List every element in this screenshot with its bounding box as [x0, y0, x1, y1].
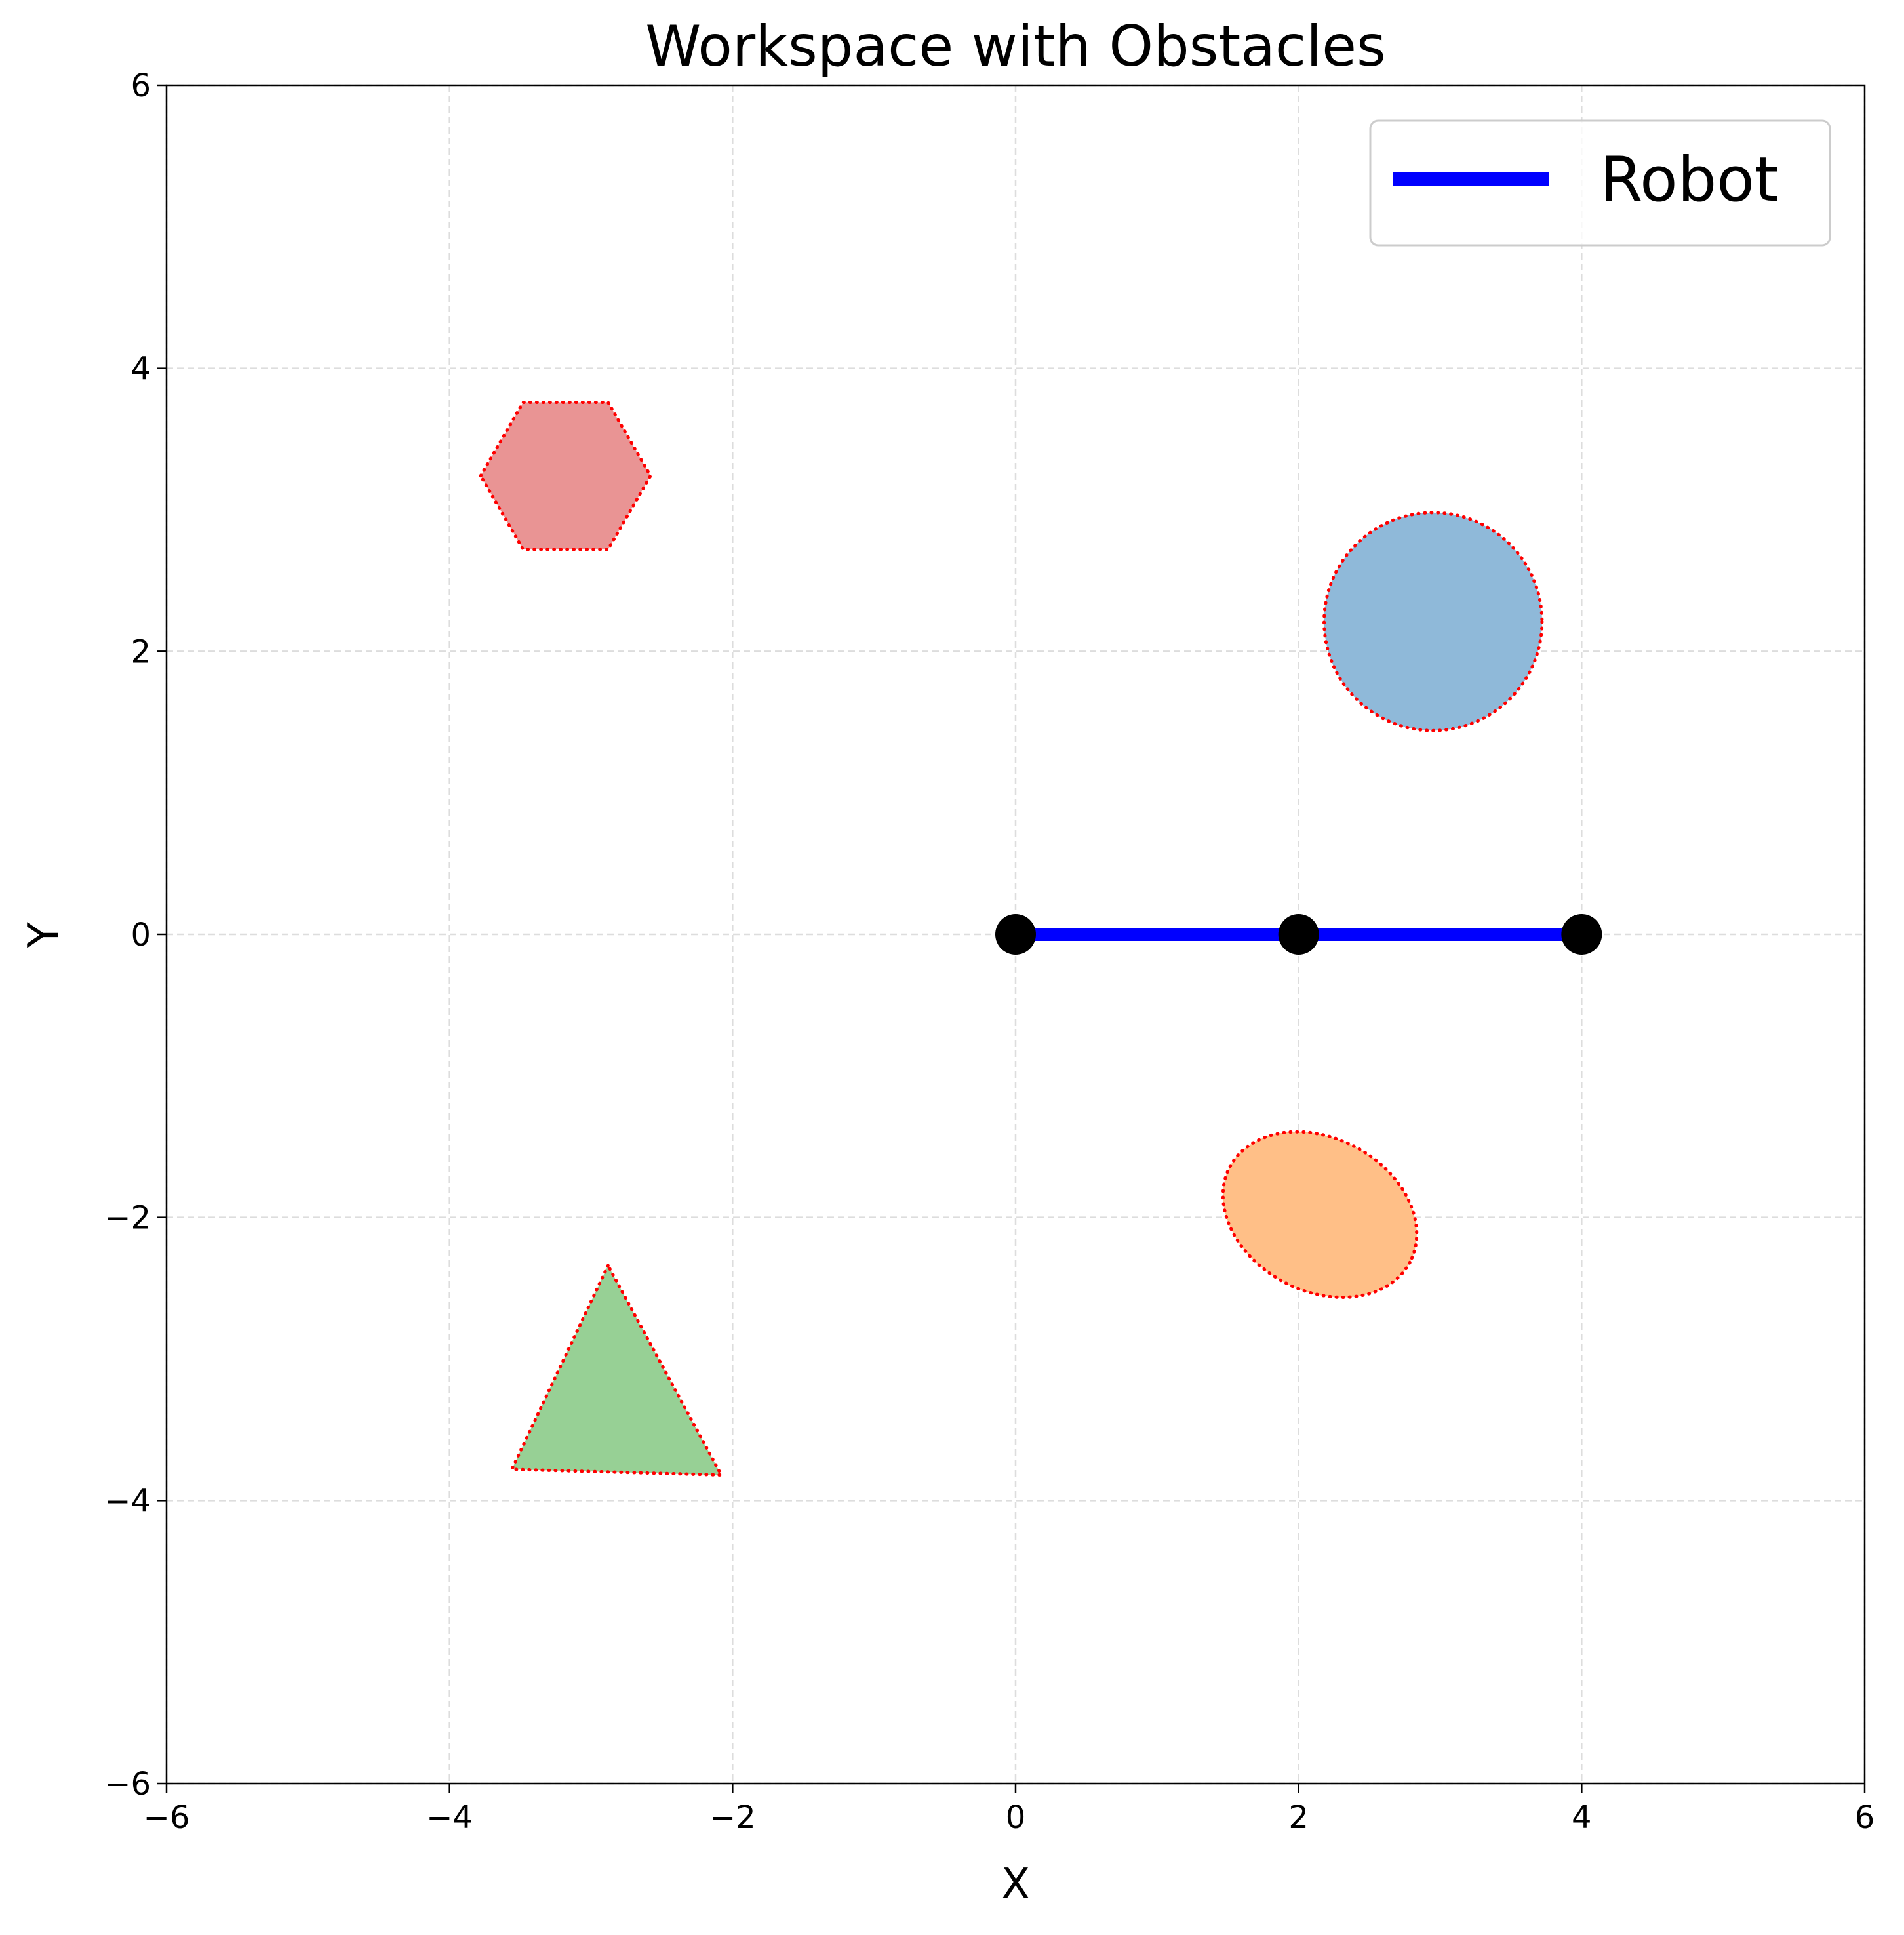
x-tick-label: −2: [709, 1799, 756, 1836]
x-axis-label: X: [1001, 1860, 1030, 1909]
x-tick-label: 4: [1572, 1799, 1592, 1836]
robot-joint: [1561, 914, 1602, 955]
x-tick-label: 6: [1855, 1799, 1875, 1836]
x-tick-label: 2: [1288, 1799, 1309, 1836]
legend-label-robot: Robot: [1600, 144, 1779, 216]
robot-arm: [995, 914, 1602, 955]
y-tick-label: −6: [104, 1766, 151, 1803]
obstacles: [479, 400, 1544, 1477]
legend-box: [1369, 119, 1831, 247]
obstacle-hexagon: [479, 400, 653, 551]
y-tick-label: 0: [130, 917, 151, 953]
robot-joint: [1278, 914, 1319, 955]
robot-joint: [995, 914, 1036, 955]
y-axis-label: Y: [20, 922, 68, 949]
chart-title: Workspace with Obstacles: [645, 14, 1386, 79]
obstacle-ellipse: [1221, 1130, 1419, 1299]
y-tick-label: 2: [130, 633, 151, 670]
x-tick-label: 0: [1006, 1799, 1026, 1836]
legend: Robot: [1369, 119, 1831, 247]
x-tick-label: −4: [426, 1799, 473, 1836]
y-tick-label: −2: [104, 1200, 151, 1237]
x-axis: −6 −4 −2 0 2 4 6: [144, 1784, 1875, 1836]
obstacle-circle: [1322, 511, 1544, 732]
y-tick-label: −4: [104, 1483, 151, 1519]
y-tick-label: 6: [130, 68, 151, 104]
y-axis: −6 −4 −2 0 2 4 6: [104, 68, 167, 1803]
obstacle-triangle: [509, 1262, 724, 1477]
y-tick-label: 4: [130, 351, 151, 388]
x-tick-label: −6: [144, 1799, 190, 1836]
